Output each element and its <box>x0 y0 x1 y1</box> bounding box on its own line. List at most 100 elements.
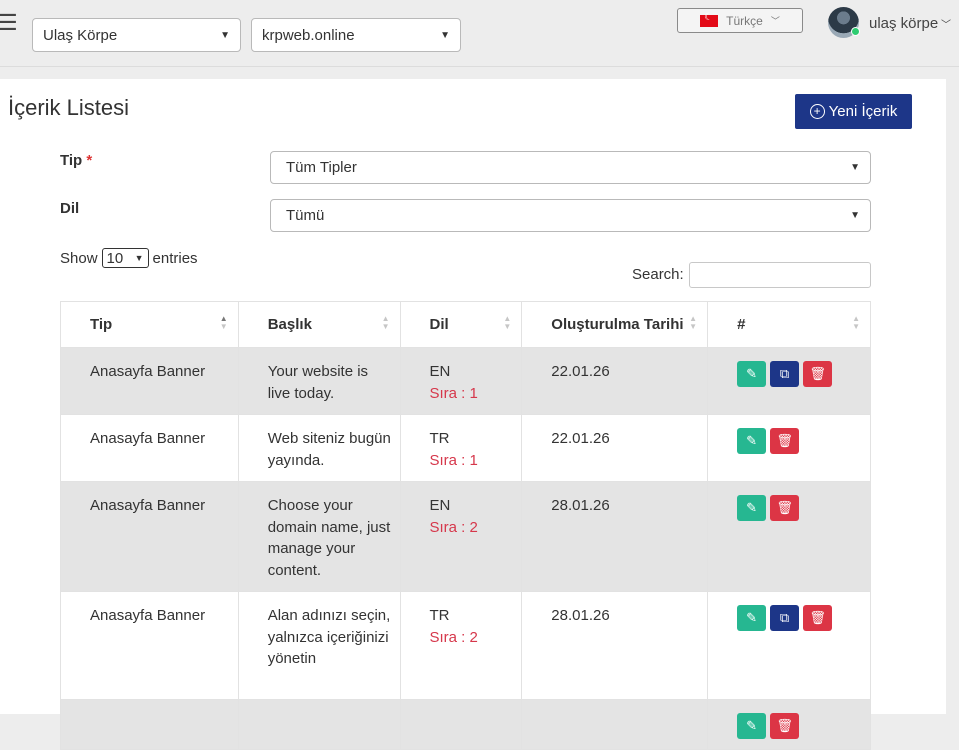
cell-dil: TR Sıra : 1 <box>399 414 523 482</box>
cell-dil <box>399 699 523 750</box>
plus-circle-icon: + <box>809 104 825 119</box>
hamburger-icon[interactable]: ☰ <box>0 10 18 35</box>
username-label: ulaş körpe <box>869 15 939 32</box>
site-select-value: krpweb.online <box>262 26 355 44</box>
entries-length-control: Show 10 ▼ entries <box>60 248 198 268</box>
type-filter-label: Tip * <box>60 152 92 169</box>
show-label: Show <box>60 249 98 267</box>
copy-button[interactable]: ⧉ <box>770 361 800 387</box>
sort-icon: ▲ ▼ <box>503 314 512 331</box>
order-label: Sıra : 1 <box>429 451 478 469</box>
cell-tip: Anasayfa Banner <box>60 414 239 482</box>
order-label: Sıra : 2 <box>429 628 478 646</box>
lang-code: EN <box>429 363 451 380</box>
pencil-icon: ✎ <box>746 366 758 382</box>
chevron-down-icon: ﹀ <box>938 20 951 31</box>
edit-button[interactable]: ✎ <box>737 605 767 631</box>
chevron-down-icon: ▼ <box>134 253 144 263</box>
column-header-baslik[interactable]: Başlık ▲ ▼ <box>237 301 401 348</box>
cell-dil: EN Sıra : 1 <box>399 347 523 415</box>
delete-button[interactable]: 🗑 <box>770 495 800 521</box>
trash-icon: 🗑 <box>776 500 793 516</box>
edit-button[interactable]: ✎ <box>737 495 767 521</box>
cell-actions: ✎ ⧉ 🗑 <box>707 347 871 415</box>
column-header-dil[interactable]: Dil ▲ ▼ <box>399 301 523 348</box>
pencil-icon: ✎ <box>746 610 758 626</box>
cell-baslik <box>237 699 401 750</box>
online-status-dot <box>851 27 860 36</box>
column-label: Oluşturulma Tarihi <box>551 316 684 333</box>
cell-date: 22.01.26 <box>521 347 709 415</box>
trash-icon: 🗑 <box>809 366 826 382</box>
column-label: Tip <box>90 316 113 333</box>
table-row-partial: ✎ 🗑 <box>60 699 871 750</box>
entries-select[interactable]: 10 ▼ <box>101 248 149 268</box>
cell-baslik: Web siteniz bugün yayında. <box>237 414 401 482</box>
cell-dil: TR Sıra : 2 <box>399 591 523 700</box>
copy-button[interactable]: ⧉ <box>770 605 800 631</box>
entries-label: entries <box>152 249 198 267</box>
owner-select[interactable]: Ulaş Körpe ▼ <box>32 18 241 52</box>
table-row: Anasayfa Banner Your website is live tod… <box>60 347 871 415</box>
edit-button[interactable]: ✎ <box>737 361 767 387</box>
owner-select-value: Ulaş Körpe <box>43 26 118 44</box>
cell-tip: Anasayfa Banner <box>60 481 239 592</box>
column-label: Başlık <box>267 316 312 333</box>
new-content-button[interactable]: + Yeni İçerik <box>795 94 912 129</box>
site-select[interactable]: krpweb.online ▼ <box>251 18 461 52</box>
trash-icon: 🗑 <box>776 433 793 449</box>
language-button[interactable]: Türkçe ﹀ <box>677 8 803 33</box>
delete-button[interactable]: 🗑 <box>803 361 833 387</box>
table-row: Anasayfa Banner Choose your domain name,… <box>60 481 871 592</box>
trash-icon: 🗑 <box>776 718 793 734</box>
column-header-tarih[interactable]: Oluşturulma Tarihi ▲ ▼ <box>521 301 709 348</box>
edit-button[interactable]: ✎ <box>737 713 767 739</box>
order-label: Sıra : 1 <box>429 384 478 402</box>
sort-icon: ▲ ▼ <box>852 314 860 331</box>
trash-icon: 🗑 <box>809 610 826 626</box>
required-mark: * <box>86 152 93 169</box>
column-header-tip[interactable]: Tip ▲ ▼ <box>60 301 239 348</box>
cell-date: 22.01.26 <box>521 414 709 482</box>
cell-date <box>521 699 709 750</box>
table-row: Anasayfa Banner Web siteniz bugün yayınd… <box>60 414 871 482</box>
cell-tip: Anasayfa Banner <box>60 347 239 415</box>
pencil-icon: ✎ <box>746 433 758 449</box>
type-filter-select[interactable]: Tüm Tipler ▼ <box>270 151 871 184</box>
edit-button[interactable]: ✎ <box>737 428 767 454</box>
entries-value: 10 <box>106 249 124 267</box>
cell-date: 28.01.26 <box>521 481 709 592</box>
cell-actions: ✎ 🗑 <box>707 414 871 482</box>
delete-button[interactable]: 🗑 <box>803 605 833 631</box>
cell-baslik: Choose your domain name, just manage you… <box>237 481 401 592</box>
cell-tip <box>60 699 239 750</box>
sort-icon: ▲ ▼ <box>689 314 698 331</box>
delete-button[interactable]: 🗑 <box>770 713 800 739</box>
cell-date: 28.01.26 <box>521 591 709 700</box>
lang-filter-value: Tümü <box>286 207 325 224</box>
lang-code: EN <box>429 497 451 514</box>
table-row: Anasayfa Banner Alan adınızı seçin, yaln… <box>60 591 871 700</box>
copy-icon: ⧉ <box>779 366 790 382</box>
cell-dil: EN Sıra : 2 <box>399 481 523 592</box>
language-label: Türkçe <box>726 13 763 28</box>
cell-actions: ✎ ⧉ 🗑 <box>707 591 871 700</box>
sort-icon: ▲ ▼ <box>219 314 228 331</box>
search-label: Search: <box>632 266 684 283</box>
table-header-row: Tip ▲ ▼ Başlık ▲ ▼ Dil ▲ ▼ Oluşturulma Tarihi ▲… <box>60 301 871 348</box>
search-input[interactable] <box>689 262 871 288</box>
user-menu[interactable]: ulaş körpe ﹀ <box>869 15 951 32</box>
delete-button[interactable]: 🗑 <box>770 428 800 454</box>
turkey-flag-icon <box>700 12 719 27</box>
lang-code: TR <box>429 607 450 624</box>
lang-filter-label: Dil <box>60 200 80 217</box>
column-header-actions[interactable]: # ▲ ▼ <box>707 301 871 348</box>
right-gutter <box>946 79 959 714</box>
content-table: Tip ▲ ▼ Başlık ▲ ▼ Dil ▲ ▼ Oluşturulma Tarihi ▲… <box>60 301 871 750</box>
copy-icon: ⧉ <box>779 610 790 626</box>
lang-filter-select[interactable]: Tümü ▼ <box>270 199 871 232</box>
type-label-text: Tip <box>60 152 83 169</box>
cell-actions: ✎ 🗑 <box>707 481 871 592</box>
order-label: Sıra : 2 <box>429 518 478 536</box>
page-title: İçerik Listesi <box>8 95 130 120</box>
